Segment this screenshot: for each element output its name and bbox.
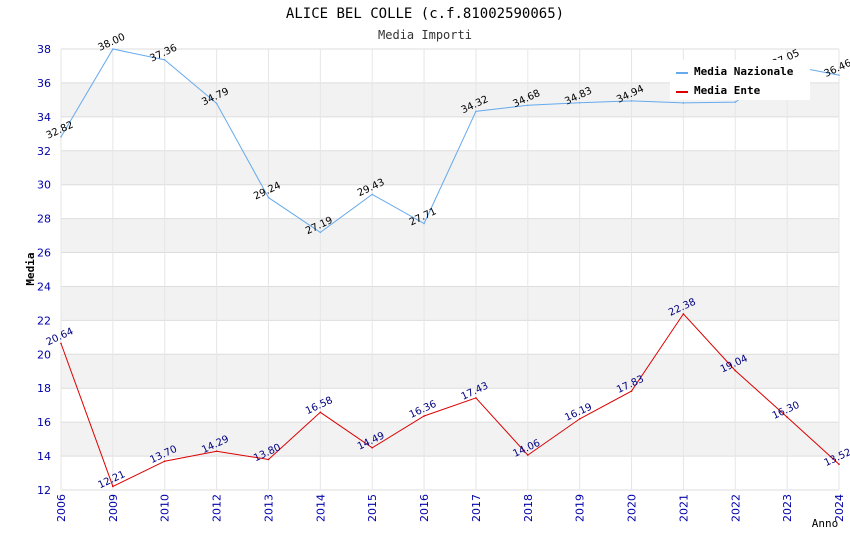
data-point: [578, 418, 581, 420]
data-point: [112, 485, 114, 488]
data-point: [682, 313, 685, 315]
legend-label-nazionale: Media Nazionale: [694, 65, 794, 78]
x-tick-label: 2016: [418, 494, 431, 522]
x-tick-label: 2015: [366, 494, 379, 522]
data-point: [734, 369, 737, 372]
data-point: [527, 454, 529, 456]
data-point: [267, 458, 270, 461]
x-tick-label: 2023: [781, 494, 794, 522]
x-axis-label: Anno: [812, 517, 839, 530]
chart-title: ALICE BEL COLLE (c.f.81002590065): [286, 6, 564, 22]
data-point: [163, 59, 166, 61]
grid-band: [61, 422, 839, 457]
series-lines: [60, 48, 840, 488]
grid-band: [61, 116, 839, 151]
grid-band: [61, 388, 839, 423]
y-tick-label: 30: [37, 179, 51, 192]
data-point: [423, 222, 425, 225]
data-point: [630, 390, 633, 392]
grid-band: [61, 320, 839, 355]
data-point: [578, 101, 581, 104]
line-media-ente: [60, 313, 840, 488]
data-point: [163, 460, 166, 462]
data-point: [371, 446, 374, 449]
data-point: [371, 193, 374, 196]
data-point: [319, 411, 322, 414]
grid-band: [61, 456, 839, 490]
data-point: [423, 415, 425, 417]
data-point: [112, 48, 114, 50]
y-tick-label: 38: [37, 43, 51, 56]
data-point: [60, 342, 62, 345]
data-point: [838, 463, 840, 466]
x-tick-label: 2017: [470, 494, 483, 522]
x-tick-label: 2014: [314, 494, 327, 522]
grid-band: [61, 286, 839, 321]
y-tick-label: 16: [37, 416, 51, 429]
grid-band: [61, 252, 839, 287]
grid-band: [61, 184, 839, 219]
x-tick-label: 2020: [626, 494, 639, 522]
line-media-nazionale: [60, 48, 840, 234]
data-point: [527, 104, 529, 107]
y-tick-label: 34: [37, 111, 51, 124]
grid-bands: [61, 49, 839, 490]
y-tick-label: 22: [37, 314, 51, 327]
grid-band: [61, 218, 839, 253]
y-tick-label: 18: [37, 382, 51, 395]
data-point: [215, 102, 218, 105]
legend-label-ente: Media Ente: [694, 84, 761, 97]
data-point: [475, 110, 477, 113]
legend-box: [670, 60, 810, 100]
x-tick-label: 2019: [574, 494, 587, 522]
data-point: [60, 136, 62, 138]
data-point: [734, 101, 737, 103]
data-point: [838, 74, 840, 76]
x-tick-label: 2021: [677, 494, 690, 522]
data-point: [786, 416, 788, 418]
y-tick-label: 36: [37, 77, 51, 90]
data-point: [475, 397, 477, 399]
legend: Media Nazionale Media Ente: [670, 60, 810, 100]
x-tick-label: 2010: [159, 494, 172, 522]
x-tick-label: 2022: [729, 494, 742, 522]
y-tick-label: 32: [37, 145, 51, 158]
data-point: [682, 102, 685, 104]
chart-subtitle: Media Importi: [378, 28, 472, 42]
y-tick-label: 20: [37, 348, 51, 361]
data-point: [319, 231, 322, 234]
data-point: [630, 100, 633, 102]
x-tick-label: 2018: [522, 494, 535, 522]
x-tick-label: 2009: [107, 494, 120, 522]
x-tick-label: 2024: [833, 494, 846, 522]
x-tick-label: 2012: [211, 494, 224, 522]
y-tick-label: 24: [37, 280, 51, 293]
data-point: [215, 450, 218, 452]
x-tick-label: 2013: [262, 494, 275, 522]
y-tick-label: 26: [37, 247, 51, 260]
y-tick-labels: 12 14 16 18 20 22 24 26 28 30 32 34 36 38: [37, 43, 51, 497]
y-tick-label: 14: [37, 450, 51, 463]
y-tick-label: 12: [37, 484, 51, 497]
grid-band: [61, 354, 839, 389]
data-point: [267, 196, 270, 199]
x-tick-labels: 2006 2009 2010 2012 2013 2014 2015 2016 2017 2018…: [55, 494, 846, 522]
y-axis-label: Media: [24, 252, 37, 285]
grid-lines: [60, 48, 840, 491]
y-tick-label: 28: [37, 213, 51, 226]
x-tick-label: 2006: [55, 494, 68, 522]
